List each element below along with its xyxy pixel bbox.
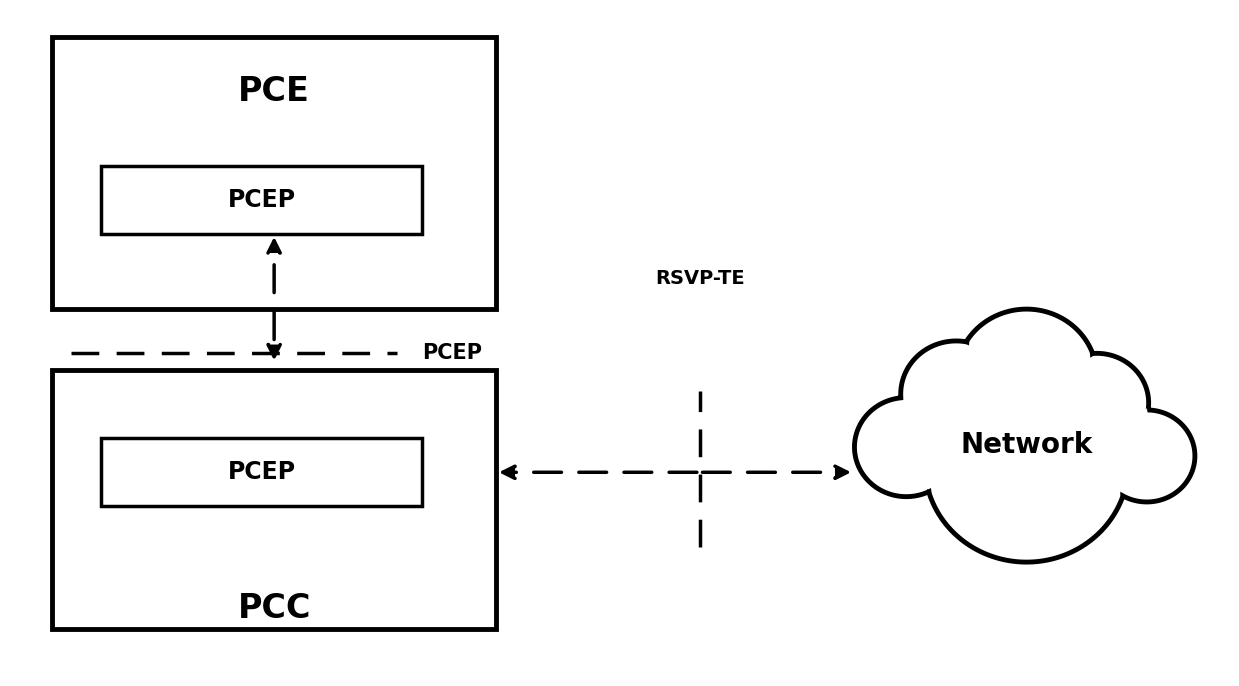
Text: Network: Network [960, 431, 1093, 459]
Text: PCC: PCC [238, 592, 311, 625]
FancyBboxPatch shape [52, 37, 496, 309]
Text: PCE: PCE [238, 75, 310, 108]
Text: PCEP: PCEP [228, 188, 296, 212]
FancyBboxPatch shape [52, 370, 496, 629]
Polygon shape [855, 309, 1194, 562]
FancyBboxPatch shape [102, 438, 422, 506]
Text: PCEP: PCEP [422, 343, 482, 363]
Text: PCEP: PCEP [228, 460, 296, 484]
FancyBboxPatch shape [102, 166, 422, 234]
Text: RSVP-TE: RSVP-TE [655, 269, 745, 288]
